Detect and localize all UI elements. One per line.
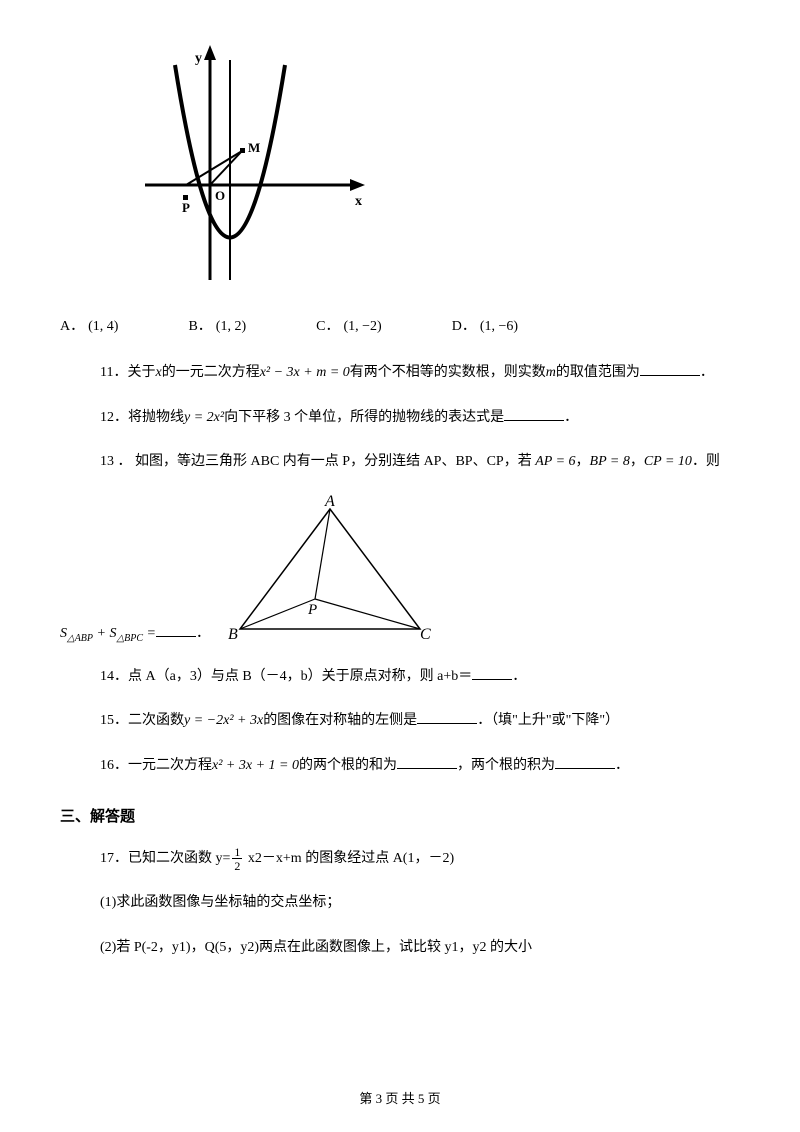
q11-end: ． xyxy=(700,365,714,380)
q13-ap: AP = 6 xyxy=(535,454,575,469)
q15-prefix: 15．二次函数 xyxy=(100,713,184,728)
y-arrow xyxy=(204,45,216,60)
s1-sub: △ABP xyxy=(67,633,93,644)
q16-blank2 xyxy=(555,755,615,769)
q16-end: ． xyxy=(615,758,629,773)
q14-text: 14．点 A（a，3）与点 B（－4，b）关于原点对称，则 a+b＝ xyxy=(100,669,472,684)
q16-mid: 的两个根的和为 xyxy=(299,758,397,773)
point-p: P xyxy=(307,602,317,618)
point-p-label: P xyxy=(182,200,190,215)
parabola-graph: y x O M P xyxy=(140,40,740,295)
q15-suffix: 的图像在对称轴的左侧是 xyxy=(263,713,417,728)
question-13: 13 ． 如图，等边三角形 ABC 内有一点 P，分别连结 AP、BP、CP，若… xyxy=(100,449,740,476)
options-row: A． (1, 4) B． (1, 2) C． (1, −2) D． (1, −6… xyxy=(60,315,740,335)
q16-eq: x² + 3x + 1 = 0 xyxy=(212,758,299,773)
q12-eq: y = 2x² xyxy=(184,410,224,425)
option-a-label: A． xyxy=(60,315,84,335)
s2-sub: △BPC xyxy=(116,633,143,644)
origin-label: O xyxy=(215,188,225,203)
option-d-value: (1, −6) xyxy=(480,319,518,335)
option-c-value: (1, −2) xyxy=(343,319,381,335)
point-m-label: M xyxy=(248,140,260,155)
q17-num: 1 xyxy=(232,846,242,859)
q13-c1: ， xyxy=(576,454,590,469)
q11-eq: x² − 3x + m = 0 xyxy=(260,365,350,380)
question-17-1: (1)求此函数图像与坐标轴的交点坐标； xyxy=(100,890,740,917)
q15-blank xyxy=(417,710,477,724)
q11-blank xyxy=(640,362,700,376)
option-b-label: B． xyxy=(188,315,211,335)
option-d: D． (1, −6) xyxy=(452,315,518,335)
option-c-label: C． xyxy=(316,315,339,335)
q12-suffix: 向下平移 3 个单位，所得的抛物线的表达式是 xyxy=(224,410,504,425)
q11-suffix: 的取值范围为 xyxy=(556,365,640,380)
q12-end: ． xyxy=(564,410,578,425)
q15-end: ．（填"上升"或"下降"） xyxy=(477,713,619,728)
q11-mid1: 的一元二次方程 xyxy=(162,365,260,380)
q13-suffix: ．则 xyxy=(692,454,720,469)
q16-prefix: 16．一元二次方程 xyxy=(100,758,212,773)
question-17-2: (2)若 P(-2，y1)，Q(5，y2)两点在此函数图像上，试比较 y1，y2… xyxy=(100,935,740,962)
q16-mid2: ，两个根的积为 xyxy=(457,758,555,773)
question-16: 16．一元二次方程x² + 3x + 1 = 0的两个根的和为 ，两个根的积为 ． xyxy=(100,753,740,780)
q17-den: 2 xyxy=(232,859,242,872)
q14-blank xyxy=(472,666,512,680)
x-label: x xyxy=(355,194,362,209)
q11-mid2: 有两个不相等的实数根，则实数 xyxy=(350,365,546,380)
q15-eq: y = −2x² + 3x xyxy=(184,713,263,728)
triangle-row: S△ABP + S△BPC =． A B C P xyxy=(60,494,740,644)
vertex-b: B xyxy=(228,626,238,643)
q13-blank xyxy=(156,623,196,637)
q17-suffix: x2－x+m 的图象经过点 A(1，－2) xyxy=(244,851,454,866)
q14-end: ． xyxy=(512,669,526,684)
q16-blank1 xyxy=(397,755,457,769)
q12-prefix: 12．将抛物线 xyxy=(100,410,184,425)
question-17: 17．已知二次函数 y=12 x2－x+m 的图象经过点 A(1，－2) xyxy=(100,846,740,873)
x-arrow xyxy=(350,179,365,191)
q13-cp: CP = 10 xyxy=(644,454,692,469)
line-ap xyxy=(315,509,330,599)
q13-prefix: 13 ． 如图，等边三角形 ABC 内有一点 P，分别连结 AP、BP、CP，若 xyxy=(100,454,535,469)
vertex-c: C xyxy=(420,626,431,643)
triangle-svg: A B C P xyxy=(220,494,440,644)
q13-c2: ， xyxy=(630,454,644,469)
q13-bp: BP = 8 xyxy=(590,454,630,469)
question-12: 12．将抛物线y = 2x²向下平移 3 个单位，所得的抛物线的表达式是 ． xyxy=(100,405,740,432)
section-3-title: 三、解答题 xyxy=(60,805,740,826)
option-a-value: (1, 4) xyxy=(88,319,118,335)
s1-prefix: S xyxy=(60,626,67,641)
option-c: C． (1, −2) xyxy=(316,315,382,335)
q11-prefix: 11．关于 xyxy=(100,365,155,380)
question-11: 11．关于x的一元二次方程x² − 3x + m = 0有两个不相等的实数根，则… xyxy=(100,360,740,387)
option-d-label: D． xyxy=(452,315,476,335)
q11-var2: m xyxy=(546,365,556,380)
vertex-a: A xyxy=(324,494,335,510)
y-label: y xyxy=(195,51,202,66)
q17-fraction: 12 xyxy=(232,846,242,872)
triangle-abc xyxy=(240,509,420,629)
q17-prefix: 17．已知二次函数 y= xyxy=(100,851,230,866)
plus: + xyxy=(93,626,109,641)
option-b: B． (1, 2) xyxy=(188,315,246,335)
eq: = xyxy=(143,626,156,641)
q13-formula: S△ABP + S△BPC =． xyxy=(60,622,210,644)
question-15: 15．二次函数y = −2x² + 3x的图像在对称轴的左侧是 ．（填"上升"或"… xyxy=(100,708,740,735)
page-footer: 第 3 页 共 5 页 xyxy=(0,1088,800,1107)
option-a: A． (1, 4) xyxy=(60,315,118,335)
line-cp xyxy=(315,599,420,629)
q12-blank xyxy=(504,407,564,421)
question-14: 14．点 A（a，3）与点 B（－4，b）关于原点对称，则 a+b＝ ． xyxy=(100,664,740,691)
graph-svg: y x O M P xyxy=(140,40,370,290)
option-b-value: (1, 2) xyxy=(216,319,246,335)
